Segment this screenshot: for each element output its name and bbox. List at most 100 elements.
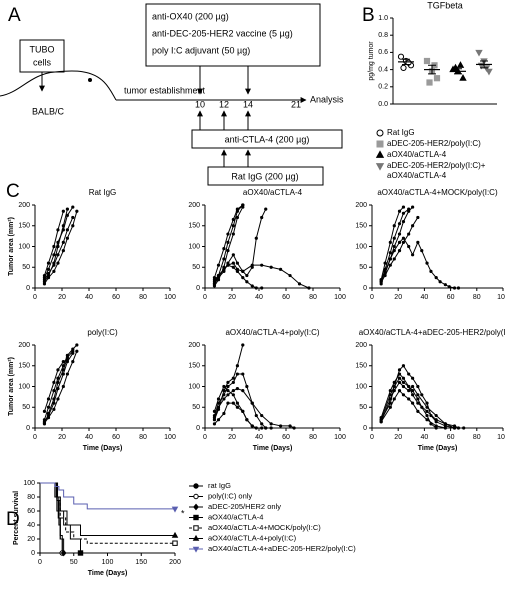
point [46, 416, 51, 420]
point [61, 384, 65, 389]
point [56, 386, 60, 391]
point [260, 286, 264, 290]
point [222, 384, 226, 389]
y-tick-label: 150 [18, 223, 30, 230]
point [216, 418, 221, 422]
point [420, 393, 424, 397]
x-tick-label: 40 [421, 434, 429, 441]
marker [426, 79, 433, 86]
y-axis-label: Tumor area (mm²) [8, 357, 15, 416]
endpoint-label: Analysis [310, 94, 344, 104]
legend-item: aDEC-205-HER2/poly(I:C) [375, 139, 505, 149]
point [52, 389, 56, 393]
point [222, 411, 226, 416]
day-label: 21 [291, 99, 301, 109]
x-tick-label: 80 [309, 294, 317, 301]
point [226, 389, 230, 393]
point [75, 209, 79, 213]
point [226, 232, 230, 236]
point [443, 283, 447, 287]
point [222, 393, 226, 397]
point [416, 409, 420, 413]
x-tick-label: 40 [255, 434, 263, 441]
point [447, 285, 451, 289]
point [250, 263, 254, 267]
x-tick-label: 80 [309, 434, 317, 441]
point [250, 284, 254, 288]
chart-title: aOX40/aCTLA-4+poly(I:C) [225, 328, 319, 337]
y-tick-label: 0.8 [378, 32, 388, 39]
point [407, 397, 411, 401]
point [231, 232, 235, 236]
marker [376, 140, 384, 148]
schedule-diagram: TUBO cells BALB/C tumor establishment 10… [0, 3, 344, 186]
x-tick-label: 80 [473, 294, 481, 301]
x-tick-label: 100 [497, 434, 505, 441]
point [292, 426, 296, 430]
point [269, 265, 273, 269]
y-tick-label: 100 [18, 383, 30, 390]
marker [482, 65, 491, 73]
point [388, 251, 392, 255]
y-tick-label: 40 [27, 522, 35, 529]
tumor [88, 78, 92, 82]
marker [375, 163, 385, 171]
point [231, 380, 235, 384]
point [212, 409, 217, 413]
marker [192, 546, 200, 553]
point [388, 389, 392, 393]
point [397, 389, 402, 393]
point [216, 405, 221, 409]
point [434, 424, 438, 428]
point [250, 401, 254, 405]
point [392, 249, 396, 253]
point [288, 273, 292, 278]
error-bar [454, 68, 462, 75]
cells-box [19, 39, 65, 73]
y-tick-label: 100 [18, 243, 30, 250]
point [416, 215, 420, 220]
point [52, 407, 56, 411]
point [438, 280, 442, 284]
point [226, 240, 230, 244]
point [226, 401, 230, 405]
y-tick-label: 100 [188, 243, 200, 250]
point [46, 405, 51, 409]
legend-label: poly(I:C) only [208, 491, 252, 500]
point [235, 215, 239, 220]
marker [433, 75, 441, 82]
point [434, 413, 438, 418]
y-tick-label: 0 [363, 285, 367, 292]
x-tick-label: 40 [85, 294, 93, 301]
point [226, 393, 230, 397]
point [420, 405, 424, 409]
point [392, 380, 396, 384]
point [411, 393, 415, 397]
point [241, 372, 245, 376]
y-tick-label: 0 [196, 285, 200, 292]
point [401, 393, 406, 397]
marker [397, 53, 405, 60]
y-tick-label: 200 [18, 202, 30, 209]
chart: 0 50 100 150 200 0 20 40 60 80 100 Rat IgG Tumor are… [8, 188, 176, 301]
point [241, 389, 245, 393]
y-tick-label: 50 [359, 264, 367, 271]
survival-line [40, 482, 175, 544]
point [235, 261, 239, 265]
point [71, 351, 75, 355]
point [401, 205, 406, 209]
x-tick-label: 60 [282, 434, 290, 441]
point [443, 426, 447, 430]
point [254, 413, 258, 418]
point [71, 360, 75, 364]
x-tick-label: 100 [334, 434, 346, 441]
point [216, 263, 221, 267]
point [241, 269, 245, 273]
point [456, 286, 461, 290]
x-tick-label: 80 [139, 294, 147, 301]
point [222, 257, 226, 261]
point [288, 424, 292, 428]
point [264, 207, 268, 211]
point [46, 267, 51, 271]
